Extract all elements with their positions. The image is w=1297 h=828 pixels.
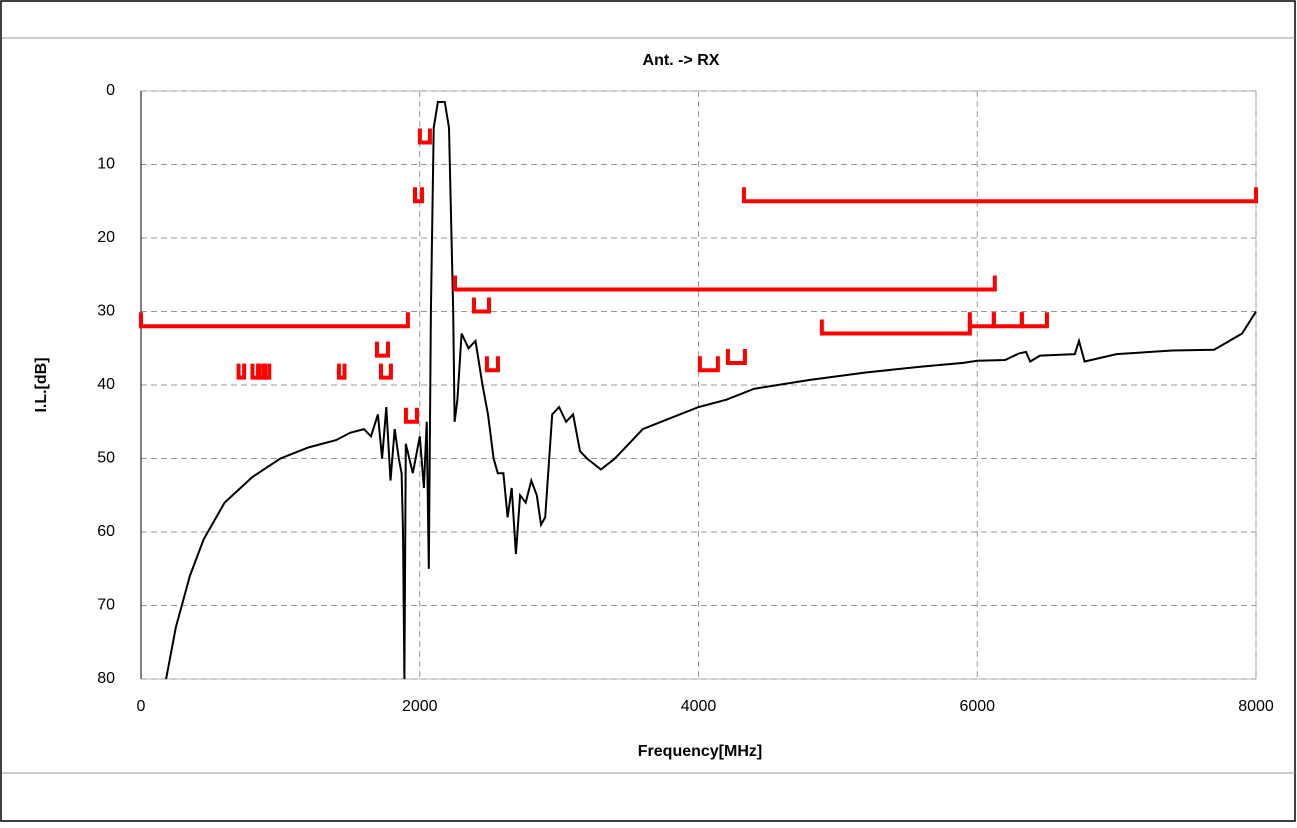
limit-line: [741, 187, 1258, 204]
limit-line: [336, 363, 347, 380]
limit-line: [697, 356, 720, 373]
y-tick-label: 80: [97, 670, 115, 687]
limit-line: [967, 312, 996, 329]
limit-line: [374, 341, 390, 358]
x-tick-label: 0: [137, 698, 146, 715]
x-tick-label: 2000: [402, 698, 438, 715]
y-tick-label: 10: [97, 156, 115, 173]
y-tick-label: 30: [97, 303, 115, 320]
limit-line: [261, 363, 272, 380]
y-axis-label: I.L.[dB]: [33, 357, 50, 412]
y-tick-label: 50: [97, 450, 115, 467]
data-line: [165, 101, 1257, 680]
limit-line: [417, 128, 432, 145]
x-tick-label: 8000: [1238, 698, 1274, 715]
x-axis-label: Frequency[MHz]: [638, 743, 762, 760]
limit-line: [139, 312, 410, 329]
y-tick-label: 40: [97, 376, 115, 393]
limit-line: [819, 319, 972, 336]
chart-title: Ant. -> RX: [643, 52, 720, 69]
limit-line: [1019, 312, 1049, 329]
limit-line: [484, 356, 500, 373]
limit-line: [471, 297, 492, 314]
limit-line: [453, 275, 997, 292]
limit-line: [379, 363, 393, 380]
limit-line: [413, 187, 424, 204]
y-tick-label: 60: [97, 523, 115, 540]
x-tick-label: 6000: [959, 698, 995, 715]
y-tick-label: 0: [106, 82, 115, 99]
limit-line: [725, 348, 747, 365]
limit-line: [403, 407, 419, 424]
y-tick-label: 70: [97, 597, 115, 614]
x-tick-label: 4000: [681, 698, 717, 715]
limit-line: [236, 363, 247, 380]
limit-line: [991, 312, 1024, 329]
limit-line: [250, 363, 261, 380]
y-tick-label: 20: [97, 229, 115, 246]
